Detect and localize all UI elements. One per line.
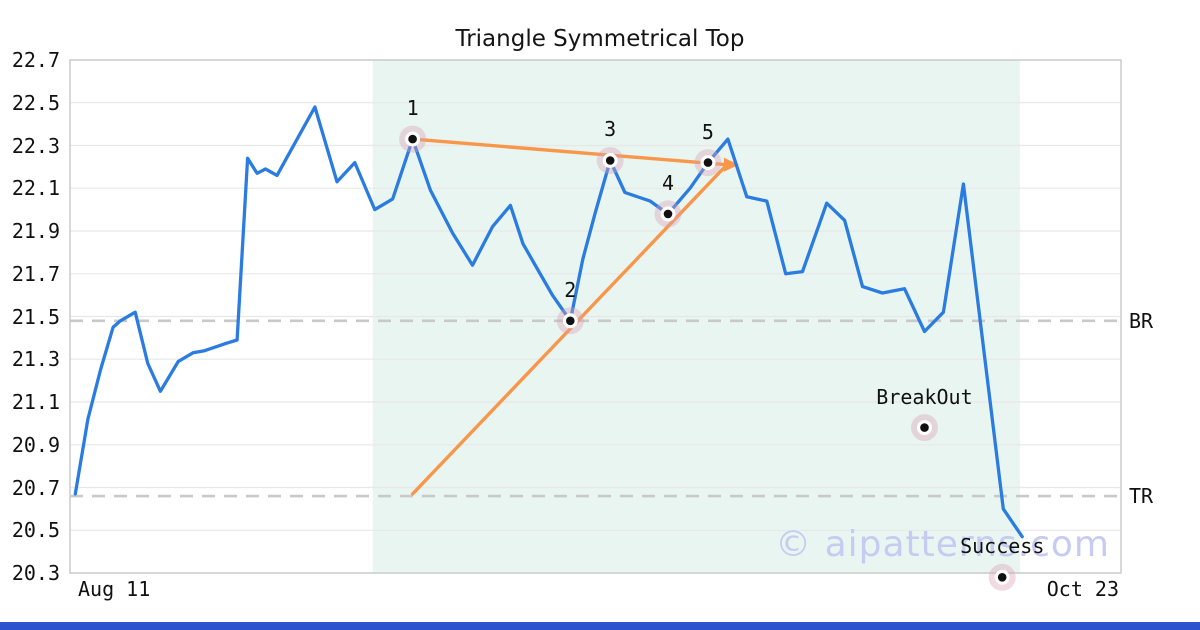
x-tick-start: Aug 11 xyxy=(78,577,151,601)
plot-border xyxy=(69,59,1122,574)
chart-title: Triangle Symmetrical Top xyxy=(455,26,745,52)
y-tick-label: 22.3 xyxy=(11,133,60,158)
y-tick-label: 21.3 xyxy=(11,347,60,372)
annotation-label-5: 5 xyxy=(701,119,714,144)
annotation-label-4: 4 xyxy=(661,170,675,195)
trendline-upper xyxy=(410,137,729,167)
annotation-label-2: 2 xyxy=(564,277,577,302)
annotation-label-breakout: BreakOut xyxy=(876,384,973,409)
trendline-lower xyxy=(410,162,729,496)
watermark: © aipatterns.com xyxy=(775,524,1110,565)
y-tick-label: 21.7 xyxy=(11,261,60,286)
price-line xyxy=(73,105,1024,539)
bottom-accent-bar xyxy=(0,622,1200,630)
y-tick-label: 21.1 xyxy=(11,390,60,414)
annotation-label-3: 3 xyxy=(604,117,617,142)
y-tick-label: 20.3 xyxy=(11,561,60,585)
marker-3 xyxy=(596,147,624,174)
marker-success xyxy=(988,563,1016,591)
y-tick-label: 22.1 xyxy=(11,176,60,201)
marker-5 xyxy=(694,149,722,177)
annotation-label-1: 1 xyxy=(406,96,419,121)
marker-breakout xyxy=(911,414,938,442)
marker-4 xyxy=(654,200,682,228)
x-tick-end: Oct 23 xyxy=(1046,577,1119,601)
y-tick-label: 20.5 xyxy=(11,518,60,543)
level-label-BR: BR xyxy=(1129,308,1154,333)
y-tick-label: 21.9 xyxy=(11,219,60,243)
marker-2 xyxy=(556,307,584,335)
y-tick-label: 21.5 xyxy=(11,304,60,329)
y-tick-label: 20.9 xyxy=(11,432,60,457)
level-label-TR: TR xyxy=(1129,484,1154,509)
annotation-label-success: Success xyxy=(960,534,1045,559)
apex-arrow xyxy=(723,157,739,172)
y-tick-label: 22.5 xyxy=(11,90,60,115)
y-tick-label: 22.7 xyxy=(11,48,60,72)
marker-1 xyxy=(399,125,427,153)
y-tick-label: 20.7 xyxy=(11,475,60,500)
